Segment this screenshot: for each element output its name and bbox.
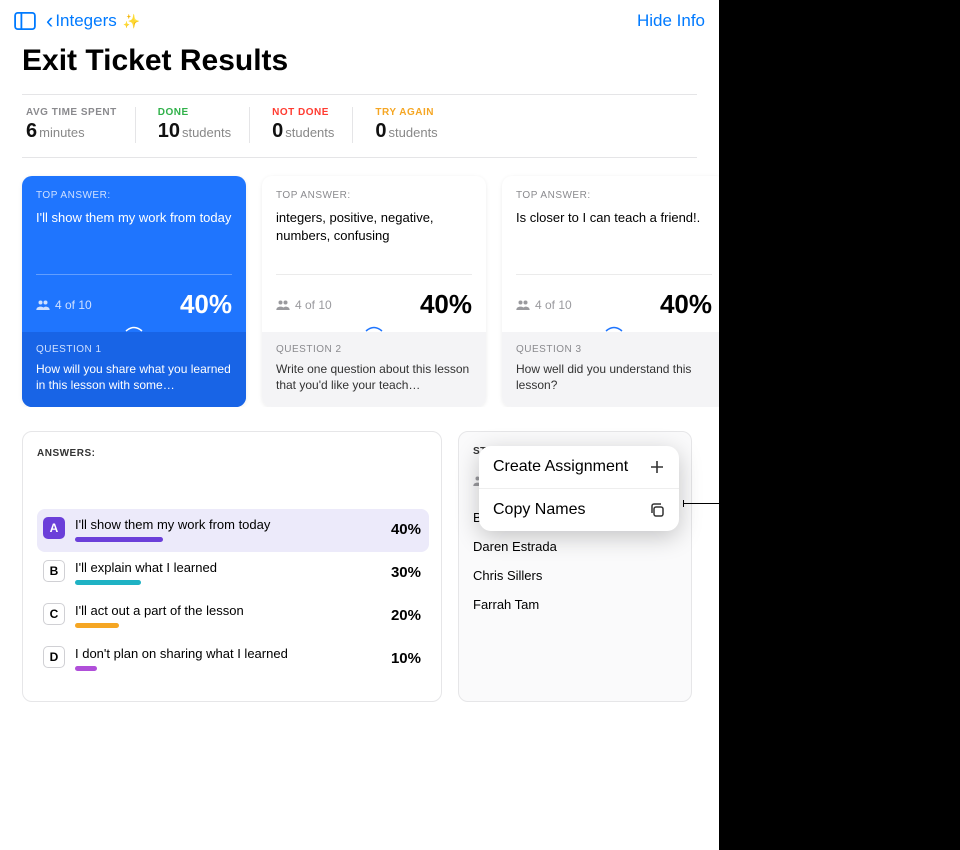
stat-avg-time: AVG TIME SPENT 6minutes [22,107,136,143]
answer-body: I'll explain what I learned [75,560,381,585]
stat-unit: students [182,125,231,140]
top-nav: ‹ Integers ✨ Hide Info [0,0,719,38]
answer-bar [75,623,119,628]
card-percent: 40% [420,289,472,320]
answers-label: ANSWERS: [37,448,429,459]
top-answer-text: Is closer to I can teach a friend!. [516,209,712,227]
answer-text: I'll explain what I learned [75,560,381,575]
back-label: Integers [55,11,116,31]
context-popover: Create Assignment Copy Names [479,446,679,531]
stat-unit: students [285,125,334,140]
question-card-1[interactable]: TOP ANSWER: I'll show them my work from … [22,176,246,407]
people-icon [276,300,290,310]
card-question-num: QUESTION 3 [516,344,712,355]
answer-percent: 40% [391,521,421,538]
back-button[interactable]: ‹ Integers ✨ [46,10,140,32]
stat-unit: minutes [39,125,85,140]
people-icon [516,300,530,310]
top-answer-label: TOP ANSWER: [276,190,472,201]
answer-percent: 20% [391,607,421,624]
card-bottom: QUESTION 1 How will you share what you l… [22,332,246,407]
question-cards: TOP ANSWER: I'll show them my work from … [0,158,719,407]
card-question-num: QUESTION 2 [276,344,472,355]
card-top: TOP ANSWER: Is closer to I can teach a f… [502,176,719,274]
answer-letter: B [43,560,65,582]
answer-row[interactable]: C I'll act out a part of the lesson 20% [37,595,429,638]
chevron-left-icon: ‹ [46,10,53,32]
stat-label: AVG TIME SPENT [26,107,117,118]
top-answer-label: TOP ANSWER: [36,190,232,201]
people-icon [36,300,50,310]
answer-letter: C [43,603,65,625]
answer-body: I don't plan on sharing what I learned [75,646,381,671]
sparkles-icon: ✨ [123,13,140,30]
stat-not-done: NOT DONE 0students [250,107,353,143]
stat-value: 6 [26,120,37,142]
answer-bar [75,666,97,671]
answer-body: I'll show them my work from today [75,517,381,542]
card-percent: 40% [660,289,712,320]
student-name[interactable]: Farrah Tam [473,590,677,619]
card-count: 4 of 10 [516,298,572,312]
page-title: Exit Ticket Results [0,38,719,94]
card-top: TOP ANSWER: I'll show them my work from … [22,176,246,274]
copy-icon [649,502,665,518]
callout-line [684,503,740,504]
card-stats: 4 of 10 40% [22,275,246,332]
plus-icon [649,459,665,475]
question-card-2[interactable]: TOP ANSWER: integers, positive, negative… [262,176,486,407]
student-name[interactable]: Chris Sillers [473,561,677,590]
answer-row[interactable]: B I'll explain what I learned 30% [37,552,429,595]
card-bottom: QUESTION 2 Write one question about this… [262,332,486,407]
card-question-num: QUESTION 1 [36,344,232,355]
answer-bar [75,537,163,542]
popover-copy-names[interactable]: Copy Names [479,488,679,531]
answer-row[interactable]: A I'll show them my work from today 40% [37,509,429,552]
stat-label: TRY AGAIN [375,107,437,118]
answer-row[interactable]: D I don't plan on sharing what I learned… [37,638,429,681]
answer-body: I'll act out a part of the lesson [75,603,381,628]
answers-panel: ANSWERS: A I'll show them my work from t… [22,431,442,702]
stat-value: 10 [158,120,180,142]
caret-icon [364,326,384,332]
popover-create-assignment[interactable]: Create Assignment [479,446,679,488]
top-answer-text: integers, positive, negative, numbers, c… [276,209,472,244]
question-card-3[interactable]: TOP ANSWER: Is closer to I can teach a f… [502,176,719,407]
card-question-text: How will you share what you learned in t… [36,361,232,393]
answer-percent: 30% [391,564,421,581]
stat-unit: students [389,125,438,140]
answer-bar [75,580,141,585]
app-window: ‹ Integers ✨ Hide Info Exit Ticket Resul… [0,0,719,850]
card-top: TOP ANSWER: integers, positive, negative… [262,176,486,274]
answer-text: I'll show them my work from today [75,517,381,532]
caret-icon [124,326,144,332]
answer-letter: D [43,646,65,668]
answer-letter: A [43,517,65,539]
stat-value: 0 [272,120,283,142]
answer-percent: 10% [391,650,421,667]
answer-text: I'll act out a part of the lesson [75,603,381,618]
card-question-text: Write one question about this lesson tha… [276,361,472,393]
sidebar-toggle-icon[interactable] [14,12,36,30]
stat-label: NOT DONE [272,107,334,118]
card-question-text: How well did you understand this lesson? [516,361,712,393]
stat-value: 0 [375,120,386,142]
top-answer-text: I'll show them my work from today [36,209,232,227]
stat-try-again: TRY AGAIN 0students [353,107,455,143]
stat-done: DONE 10students [136,107,250,143]
card-stats: 4 of 10 40% [262,275,486,332]
top-answer-label: TOP ANSWER: [516,190,712,201]
hide-info-button[interactable]: Hide Info [637,11,705,31]
answer-text: I don't plan on sharing what I learned [75,646,381,661]
caret-icon [604,326,624,332]
student-name[interactable]: Daren Estrada [473,532,677,561]
card-count: 4 of 10 [36,298,92,312]
card-stats: 4 of 10 40% [502,275,719,332]
stat-label: DONE [158,107,231,118]
card-bottom: QUESTION 3 How well did you understand t… [502,332,719,407]
card-count: 4 of 10 [276,298,332,312]
card-percent: 40% [180,289,232,320]
stats-row: AVG TIME SPENT 6minutes DONE 10students … [22,94,697,158]
